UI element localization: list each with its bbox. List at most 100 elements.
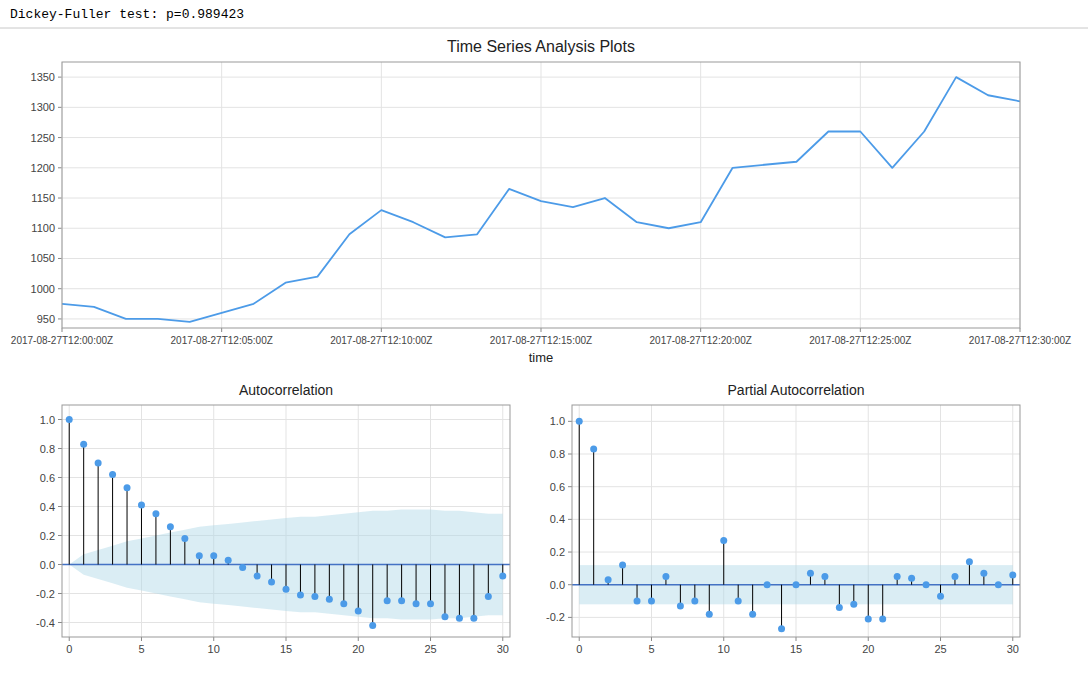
tick-mark: [381, 328, 382, 332]
stem-dot: [923, 581, 930, 588]
title: Partial Autocorrelation: [728, 382, 865, 398]
grid-line: [141, 405, 142, 637]
tick-mark: [430, 637, 431, 641]
series-line: [62, 77, 1020, 322]
tick-mark: [940, 637, 941, 641]
tick-mark: [58, 564, 62, 565]
stem-dot: [124, 484, 131, 491]
stem: [155, 514, 156, 565]
stem-dot: [980, 570, 987, 577]
stem-dot: [619, 562, 626, 569]
tick-label: 2017-08-27T12:15:00Z: [490, 335, 592, 346]
tick-label: 10: [208, 643, 220, 655]
tick-mark: [568, 552, 572, 553]
stem: [141, 505, 142, 564]
tick-label: 5: [648, 643, 654, 655]
stem: [416, 565, 417, 604]
tick-mark: [58, 77, 62, 78]
panel: Autocorrelation-0.4-0.20.00.20.40.60.81.…: [36, 382, 510, 655]
tick-mark: [1020, 328, 1021, 332]
stem-dot: [908, 575, 915, 582]
grid-line: [860, 62, 861, 328]
tick-mark: [58, 167, 62, 168]
tick-label: 15: [790, 643, 802, 655]
tick-mark: [796, 637, 797, 641]
stem: [329, 565, 330, 600]
marks: [62, 416, 510, 629]
stem-dot: [648, 598, 655, 605]
tick-label: -0.2: [36, 588, 55, 600]
grid-line: [381, 62, 382, 328]
tick-label: 0.0: [40, 559, 55, 571]
stem: [401, 565, 402, 601]
tick-mark: [58, 318, 62, 319]
tick-label: 25: [934, 643, 946, 655]
tick-label: 0.8: [40, 443, 55, 455]
tick-label: 1350: [31, 71, 55, 83]
annotation: Dickey-Fuller test: p=0.989423: [10, 7, 244, 22]
tick-label: 10: [718, 643, 730, 655]
stem-dot: [283, 586, 290, 593]
tick-mark: [860, 328, 861, 332]
stem: [593, 449, 594, 585]
stem-dot: [735, 598, 742, 605]
stem-dot: [605, 576, 612, 583]
tick-label: 30: [1007, 643, 1019, 655]
stem-dot: [662, 573, 669, 580]
tick-mark: [568, 584, 572, 585]
tick-label: 1050: [31, 252, 55, 264]
stem-dot: [66, 416, 73, 423]
tick-label: 1300: [31, 101, 55, 113]
plot-frame: [62, 62, 1020, 328]
stem-dot: [326, 596, 333, 603]
tick-mark: [568, 454, 572, 455]
stem: [343, 565, 344, 604]
panel: Dickey-Fuller test: p=0.989423Time Serie…: [0, 7, 1088, 365]
stem-dot: [720, 537, 727, 544]
grid-line: [868, 405, 869, 637]
tick-label: 0: [66, 643, 72, 655]
stem-dot: [865, 616, 872, 623]
tick-label: 0.6: [40, 472, 55, 484]
tick-label: 0.0: [550, 579, 565, 591]
stem-dot: [879, 616, 886, 623]
tick-label: 0.8: [550, 448, 565, 460]
stem-dot: [470, 615, 477, 622]
stem: [127, 488, 128, 565]
tick-label: 950: [37, 313, 55, 325]
stem: [300, 565, 301, 595]
figure: Dickey-Fuller test: p=0.989423Time Serie…: [0, 0, 1088, 675]
tick-label: 5: [138, 643, 144, 655]
tick-mark: [58, 593, 62, 594]
tick-label: 1250: [31, 132, 55, 144]
tick-mark: [58, 198, 62, 199]
tick-label: -0.4: [36, 617, 55, 629]
stem-dot: [764, 581, 771, 588]
stem-dot: [499, 573, 506, 580]
stem-dot: [441, 613, 448, 620]
tick-label: -0.2: [546, 611, 565, 623]
marks: [572, 418, 1020, 632]
tick-mark: [700, 328, 701, 332]
tick-mark: [58, 419, 62, 420]
stem-dot: [778, 625, 785, 632]
stem: [459, 565, 460, 619]
tick-label: 0: [576, 643, 582, 655]
stem: [372, 565, 373, 626]
tick-mark: [568, 486, 572, 487]
stem-dot: [793, 581, 800, 588]
stem-dot: [384, 597, 391, 604]
stem-dot: [239, 564, 246, 571]
tick-label: 30: [497, 643, 509, 655]
grid-line: [69, 405, 70, 637]
stem: [723, 541, 724, 585]
plot-frame: [572, 405, 1020, 637]
stem: [473, 565, 474, 619]
stem: [98, 463, 99, 565]
tick-label: 20: [352, 643, 364, 655]
stem-dot: [311, 593, 318, 600]
stem-dot: [254, 573, 261, 580]
plot-area: [572, 405, 1020, 637]
tick-mark: [58, 448, 62, 449]
stem: [752, 585, 753, 614]
